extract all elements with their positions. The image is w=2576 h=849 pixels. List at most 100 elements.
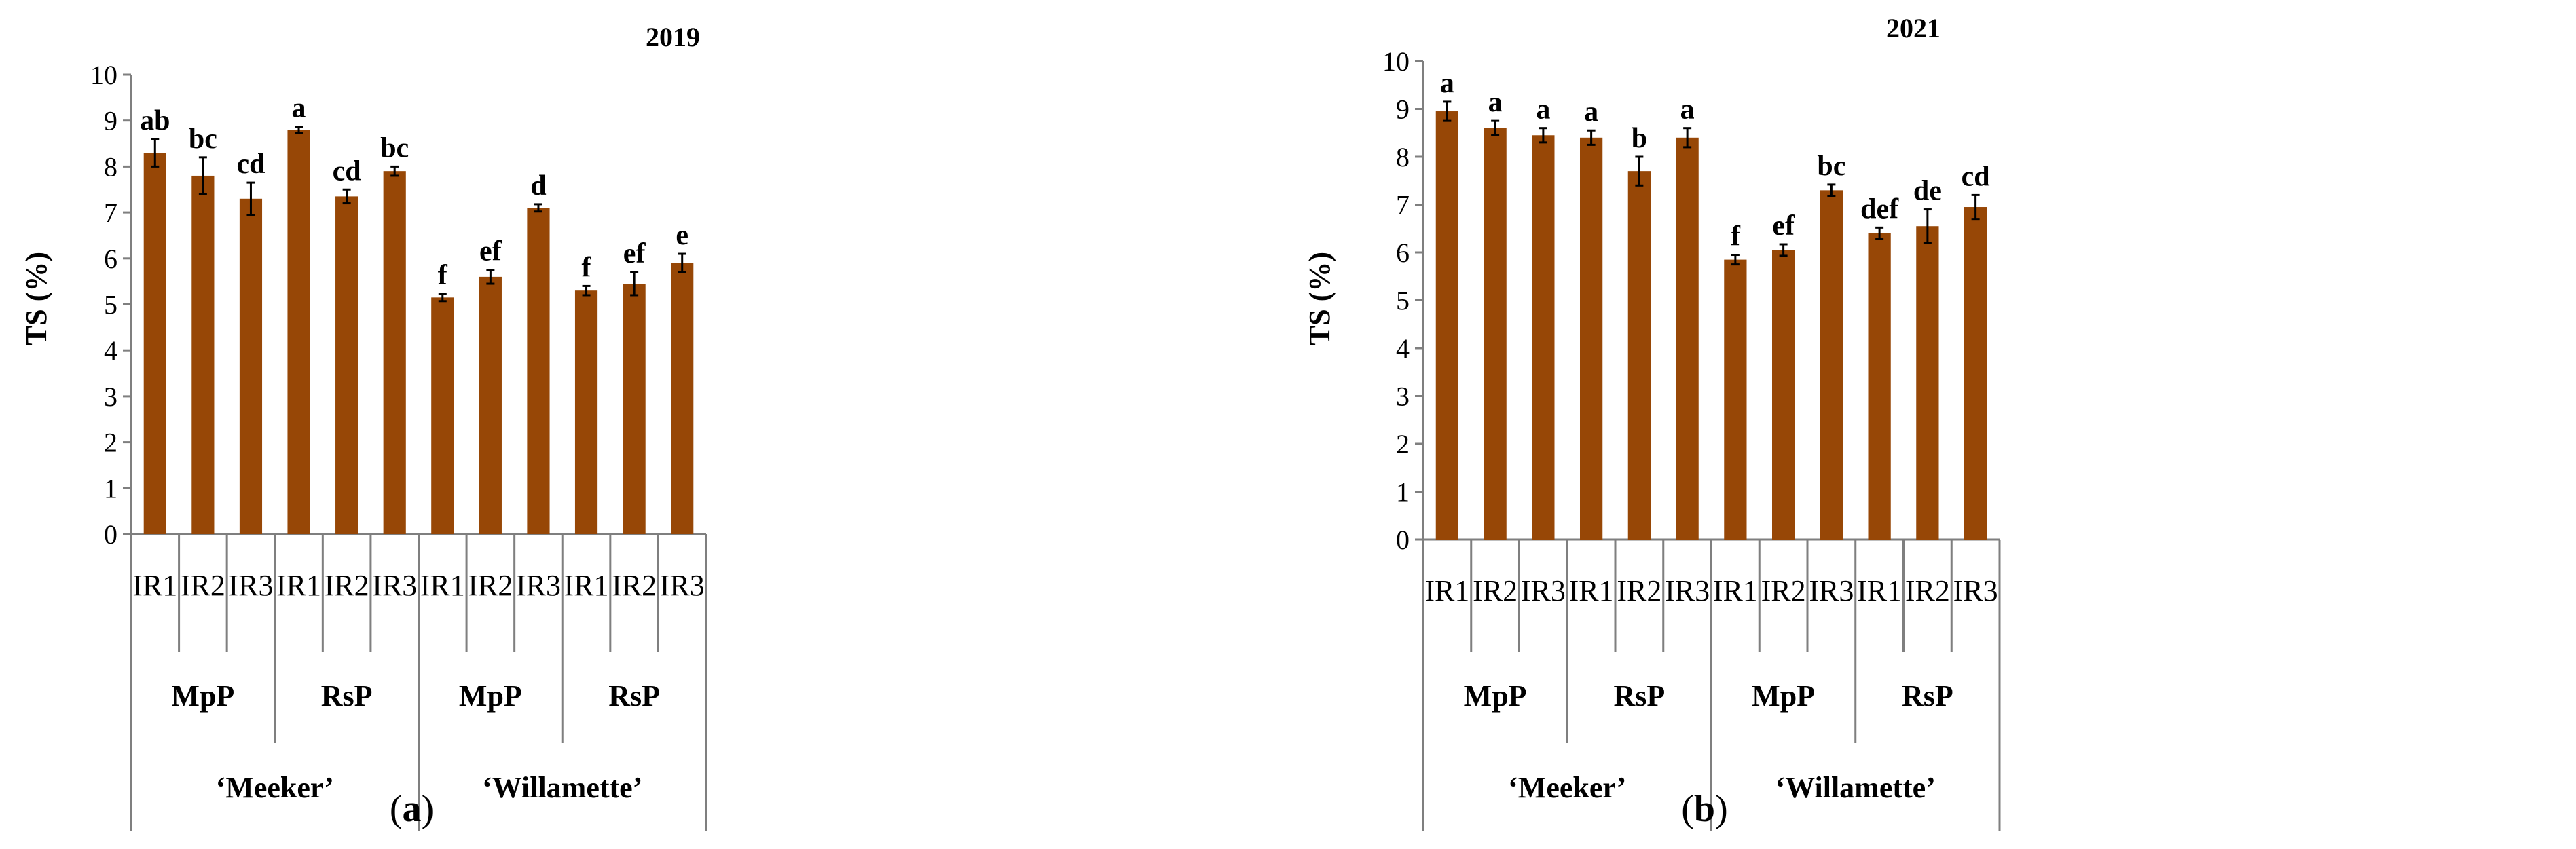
- group-label: MpP: [171, 679, 234, 713]
- bar: [239, 198, 263, 534]
- category-label: IR2: [1905, 574, 1950, 607]
- y-tick-label: 6: [1396, 238, 1410, 268]
- significance-letter: ef: [1772, 210, 1795, 242]
- significance-letter: a: [1536, 94, 1550, 126]
- category-label: IR1: [276, 569, 321, 602]
- bar: [431, 297, 454, 534]
- significance-letter: b: [1632, 123, 1647, 154]
- y-tick-label: 6: [104, 244, 117, 274]
- bar: [143, 153, 166, 535]
- y-tick-label: 5: [104, 290, 117, 320]
- group-label: RsP: [1613, 679, 1665, 713]
- y-tick-label: 10: [90, 60, 117, 90]
- y-tick-label: 10: [1382, 46, 1410, 77]
- category-label: IR3: [372, 569, 417, 602]
- chart-title: 2021: [1886, 13, 1940, 43]
- group-label: MpP: [459, 679, 522, 713]
- y-tick-label: 9: [104, 106, 117, 136]
- category-label: IR3: [1953, 574, 1998, 607]
- category-label: IR2: [468, 569, 513, 602]
- bar: [191, 175, 215, 534]
- cultivar-label: ‘Willamette’: [482, 771, 642, 804]
- category-label: IR1: [1569, 574, 1614, 607]
- group-label: RsP: [321, 679, 373, 713]
- category-label: IR1: [420, 569, 465, 602]
- bar: [1964, 207, 1987, 540]
- y-axis-label: TS (%): [20, 252, 53, 345]
- bar: [1627, 171, 1651, 540]
- significance-letter: bc: [380, 132, 409, 164]
- category-label: IR1: [1857, 574, 1902, 607]
- y-tick-label: 7: [104, 197, 117, 228]
- significance-letter: e: [676, 220, 688, 251]
- significance-letter: cd: [333, 155, 361, 187]
- significance-letter: f: [1731, 221, 1741, 252]
- bar: [1579, 137, 1603, 540]
- category-label: IR1: [1424, 574, 1469, 607]
- significance-letter: a: [1584, 96, 1598, 128]
- panel-2021: 2021 TS (%) 0 1 2 3 4 5 6 7 8 9 10 a a a a b a f efbcdefde…: [1303, 13, 2001, 831]
- y-tick-label: 4: [104, 335, 117, 366]
- bar: [1868, 233, 1891, 540]
- category-label: IR3: [228, 569, 273, 602]
- significance-letter: f: [582, 252, 592, 283]
- group-label: MpP: [1752, 679, 1815, 713]
- y-tick-label: 8: [104, 151, 117, 182]
- category-label: IR3: [516, 569, 561, 602]
- significance-letter: a: [1488, 87, 1503, 118]
- significance-letter: cd: [236, 149, 265, 180]
- category-label: IR2: [1761, 574, 1806, 607]
- cultivar-label: ‘Meeker’: [1508, 771, 1626, 804]
- significance-letter: de: [1913, 176, 1942, 207]
- y-tick-label: 3: [1396, 381, 1410, 412]
- bar: [1435, 111, 1459, 540]
- category-label: IR2: [1617, 574, 1661, 607]
- category-label: IR3: [1521, 574, 1566, 607]
- bar: [1820, 190, 1843, 540]
- y-tick-label: 4: [1396, 333, 1410, 364]
- bar: [574, 290, 598, 534]
- bar: [1771, 250, 1795, 540]
- significance-letter: a: [1440, 68, 1454, 99]
- category-label: IR1: [132, 569, 177, 602]
- bar: [1724, 259, 1747, 540]
- bar: [623, 284, 646, 534]
- category-label: IR2: [1473, 574, 1517, 607]
- bar: [1676, 137, 1699, 540]
- y-tick-label: 7: [1396, 190, 1410, 221]
- group-label: RsP: [608, 679, 660, 713]
- significance-letter: def: [1860, 193, 1899, 225]
- significance-letter: ef: [623, 238, 646, 269]
- bar: [383, 171, 406, 535]
- y-tick-label: 9: [1396, 94, 1410, 125]
- category-label: IR3: [660, 569, 705, 602]
- significance-letter: bc: [1817, 151, 1845, 182]
- y-tick-label: 5: [1396, 286, 1410, 316]
- chart-title: 2019: [646, 22, 700, 52]
- bar: [1916, 226, 1939, 540]
- cultivar-label: ‘Meeker’: [216, 771, 334, 804]
- category-label: IR2: [325, 569, 369, 602]
- bar: [287, 130, 310, 535]
- y-tick-label: 3: [104, 381, 117, 412]
- significance-letter: ef: [479, 236, 502, 267]
- y-tick-label: 8: [1396, 142, 1410, 172]
- y-tick-label: 0: [1396, 525, 1410, 555]
- bar: [1532, 135, 1555, 540]
- bar: [335, 196, 358, 534]
- category-label: IR3: [1809, 574, 1854, 607]
- category-label: IR1: [564, 569, 609, 602]
- group-label: MpP: [1464, 679, 1527, 713]
- y-tick-label: 1: [104, 473, 117, 504]
- group-label: RsP: [1902, 679, 1953, 713]
- category-label: IR2: [612, 569, 657, 602]
- bar: [479, 276, 502, 534]
- panel-label: (b): [1681, 788, 1727, 830]
- panel-2019: 2019 TS (%) 012345678910abbccdacdbcfefdf…: [20, 22, 707, 831]
- bar: [671, 263, 694, 534]
- panel-label: (a): [390, 788, 434, 830]
- significance-letter: f: [438, 260, 448, 291]
- significance-letter: a: [1680, 94, 1695, 126]
- significance-letter: ab: [140, 105, 170, 136]
